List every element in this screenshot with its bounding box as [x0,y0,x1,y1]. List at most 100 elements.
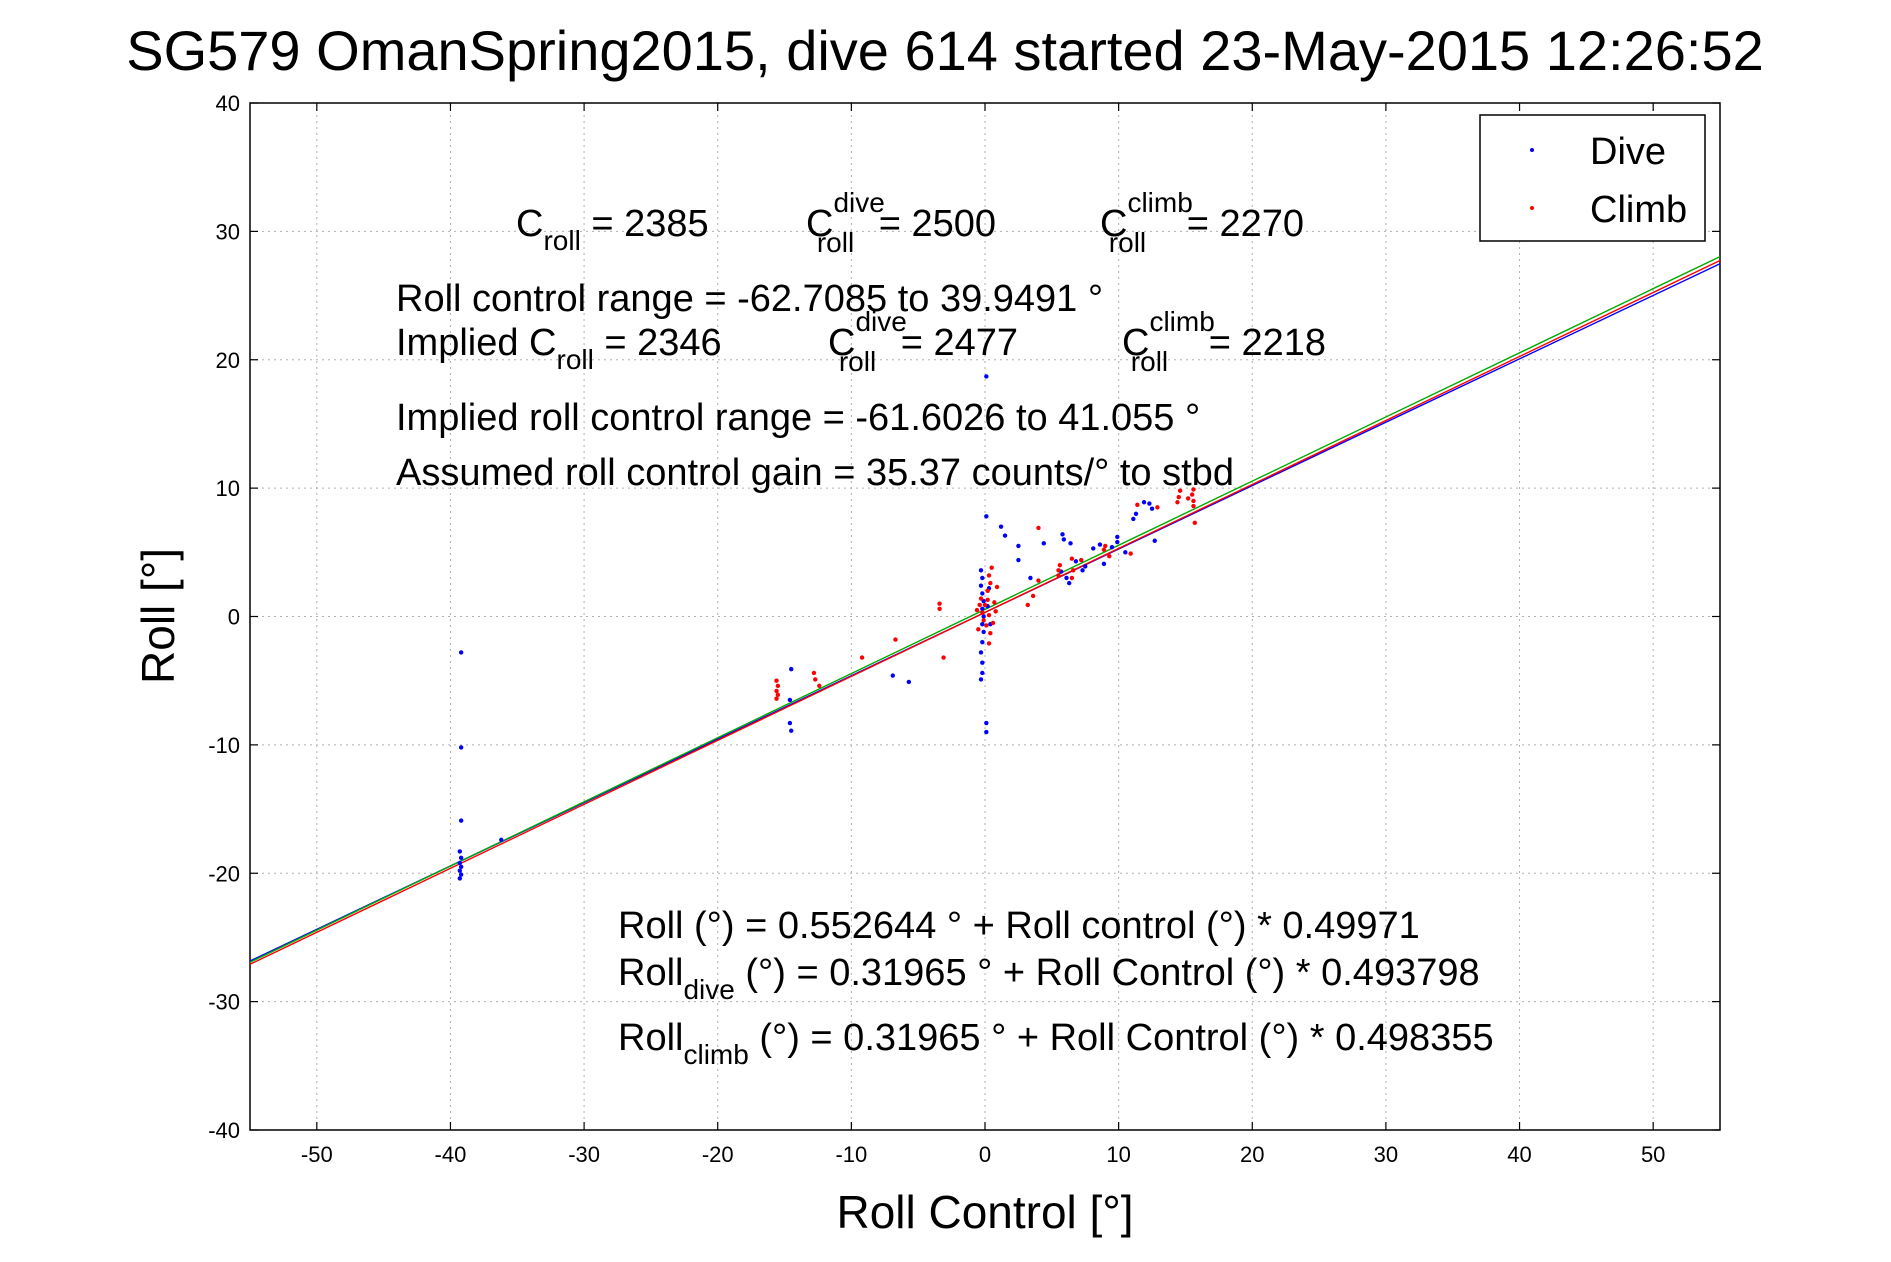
fit-line [249,259,1721,965]
x-axis-label: Roll Control [°] [836,1186,1133,1238]
climb-point [977,602,982,608]
dive-point [457,876,463,881]
x-tick-label: 10 [1106,1142,1130,1167]
dive-point [1123,550,1128,555]
climb-point [859,655,865,660]
dive-point [1097,542,1103,547]
climb-point [774,696,779,701]
dive-point [1064,575,1069,581]
y-tick-label: -40 [208,1118,240,1143]
annot-c-roll-climb: Cclimb roll = 2270 [1100,187,1304,258]
dive-point [906,679,912,685]
dive-point [458,864,464,870]
climb-point [811,670,817,676]
climb-point [1079,557,1084,563]
dive-point [458,650,464,655]
dive-point [984,729,989,735]
climb-point [982,602,988,608]
climb-point [986,641,992,646]
dive-point [980,575,985,581]
climb-point [1056,568,1061,573]
climb-point [1185,496,1191,501]
annot-roll-control-range: Roll control range = -62.7085 to 39.9491… [396,278,1103,320]
dive-point [458,855,464,861]
climb-point [992,600,997,605]
climb-point [774,688,779,694]
climb-point [1128,551,1133,556]
dive-point [978,583,984,588]
dive-point [1083,564,1088,569]
dive-point [1115,539,1120,545]
dive-point [787,720,793,726]
dive-point [1041,541,1047,546]
climb-point [817,683,822,689]
fit-lines [249,255,1721,965]
dive-point [789,728,794,733]
annot-fit-dive: Rolldive (°) = 0.31965 ° + Roll Control … [618,952,1480,1005]
climb-point [981,618,986,623]
dive-point [981,629,986,635]
chart-title: SG579 OmanSpring2015, dive 614 started 2… [126,19,1764,82]
dive-point [1073,559,1079,564]
climb-point [1192,520,1198,525]
climb-point [988,580,993,586]
y-tick-label: -20 [208,861,240,886]
legend: Dive Climb [1479,114,1706,242]
x-tick-label: -40 [435,1142,467,1167]
climb-point [1177,488,1183,493]
dive-point [1066,580,1072,586]
dive-point [1152,538,1157,543]
climb-point [986,613,992,618]
dive-point [980,606,985,611]
dive-point [980,622,985,627]
climb-point [1069,556,1075,561]
annotation-block-bottom: Roll (°) = 0.552644 ° + Roll control (°)… [618,905,1494,1070]
climb-point [1155,505,1160,510]
dive-point [1016,543,1021,549]
dive-point [984,374,989,379]
x-tick-label: -50 [301,1142,333,1167]
climb-point [1101,547,1107,552]
climb-point [978,596,984,601]
dive-point [980,670,985,676]
dive-point [984,720,989,726]
climb-point [941,655,946,660]
climb-point [985,588,990,594]
y-tick-label: 40 [216,91,240,116]
x-axis-ticks: -50 -40 -30 -20 -10 0 10 20 30 40 50 [301,103,1665,1167]
y-tick-label: 20 [216,348,240,373]
annot-c-roll-dive: Cdive roll = 2500 [806,187,996,258]
annot-implied-c-roll-dive: Cdive roll = 2477 [828,306,1018,377]
climb-point [1103,543,1108,549]
climb-point [990,620,996,626]
x-tick-label: -30 [568,1142,600,1167]
dive-point [980,639,985,645]
climb-point [775,683,781,689]
dive-point [1149,506,1155,511]
climb-point [1175,500,1180,505]
dive-point [1133,511,1139,516]
y-tick-label: 30 [216,219,240,244]
legend-climb-marker [1530,206,1534,210]
climb-point [1025,602,1030,608]
dive-point [1109,544,1115,550]
x-tick-label: 0 [979,1142,991,1167]
annot-assumed-gain: Assumed roll control gain = 35.37 counts… [396,452,1234,494]
y-axis-label: Roll [°] [132,548,184,684]
climb-point [1191,498,1196,504]
climb-point [988,630,993,636]
x-tick-label: 50 [1641,1142,1665,1167]
climb-point [774,678,779,683]
dive-point [1101,561,1107,567]
y-tick-label: -30 [208,990,240,1015]
dive-point [984,514,989,519]
climb-point [1056,573,1061,578]
climb-point [775,692,781,698]
dive-point [457,868,463,873]
x-tick-label: -20 [702,1142,734,1167]
annot-fit-all: Roll (°) = 0.552644 ° + Roll control (°)… [618,905,1420,947]
climb-point [813,677,818,682]
dive-point [458,872,464,877]
climb-point [1191,503,1196,509]
